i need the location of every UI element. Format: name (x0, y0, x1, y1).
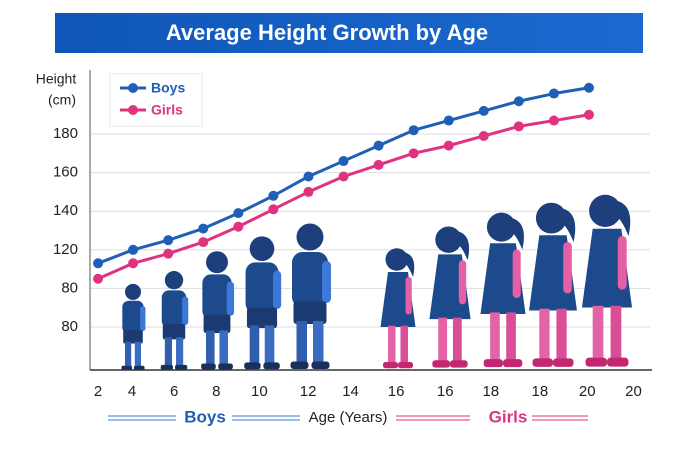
x-tick-label: 6 (170, 383, 178, 400)
data-point (198, 223, 209, 234)
data-point (338, 156, 349, 167)
child-silhouette (381, 248, 416, 368)
x-tick-label: 10 (251, 383, 268, 400)
data-point (128, 258, 139, 269)
child-silhouette (201, 251, 234, 369)
child-silhouette (429, 226, 470, 367)
data-point (128, 244, 139, 255)
data-point (93, 273, 104, 284)
child-silhouette (244, 236, 281, 369)
data-point (303, 186, 314, 197)
title-banner (55, 13, 643, 53)
chart-title: Average Height Growth by Age (166, 20, 488, 45)
y-tick-label: 80 (61, 279, 78, 296)
data-point (478, 130, 489, 141)
data-point (268, 190, 279, 201)
data-point (408, 125, 419, 136)
group-label: Girls (489, 407, 528, 426)
data-point (408, 148, 419, 159)
x-tick-label: 16 (388, 383, 405, 400)
y-tick-label: 160 (53, 164, 78, 181)
data-point (583, 109, 594, 120)
data-point (373, 159, 384, 170)
y-axis-label: Height (36, 71, 77, 87)
data-point (93, 258, 104, 269)
child-silhouette (582, 195, 632, 367)
legend: Boys Girls (109, 73, 203, 127)
data-point (513, 96, 524, 107)
y-tick-label: 140 (53, 202, 78, 219)
data-point (478, 105, 489, 116)
data-point (163, 235, 174, 246)
x-tick-label: 2 (94, 383, 102, 400)
data-point (163, 248, 174, 259)
x-tick-label: 18 (482, 383, 499, 400)
x-tick-label: 4 (128, 383, 136, 400)
legend-marker (128, 83, 138, 93)
data-point (548, 115, 559, 126)
data-point (443, 140, 454, 151)
bottom-legend: Boys Age (Years) Girls (108, 407, 588, 426)
data-point (198, 237, 209, 248)
data-point (268, 204, 279, 215)
data-point (373, 140, 384, 151)
y-tick-label: 80 (61, 318, 78, 335)
child-silhouette (291, 224, 332, 370)
child-silhouette (480, 213, 525, 368)
x-tick-label: 20 (625, 383, 642, 400)
child-silhouette (121, 284, 145, 370)
x-tick-label: 8 (212, 383, 220, 400)
x-tick-label: 14 (342, 383, 359, 400)
x-axis-label: Age (Years) (309, 409, 388, 426)
data-point (303, 171, 314, 182)
data-point (513, 121, 524, 132)
x-tick-label: 12 (300, 383, 317, 400)
legend-label: Girls (151, 102, 183, 118)
x-tick-label: 20 (579, 383, 596, 400)
y-tick-label: 120 (53, 241, 78, 258)
x-tick-label: 16 (437, 383, 454, 400)
child-silhouette (529, 203, 577, 367)
legend-box (109, 73, 203, 127)
data-point (443, 115, 454, 126)
data-point (233, 221, 244, 232)
child-silhouette (161, 271, 189, 370)
data-point (583, 82, 594, 93)
data-point (233, 208, 244, 219)
data-point (338, 171, 349, 182)
data-point (548, 88, 559, 99)
legend-label: Boys (151, 80, 185, 96)
y-axis-label: (cm) (48, 92, 76, 108)
x-tick-label: 18 (532, 383, 549, 400)
group-label: Boys (184, 407, 226, 426)
legend-marker (128, 105, 138, 115)
y-tick-label: 180 (53, 125, 78, 142)
